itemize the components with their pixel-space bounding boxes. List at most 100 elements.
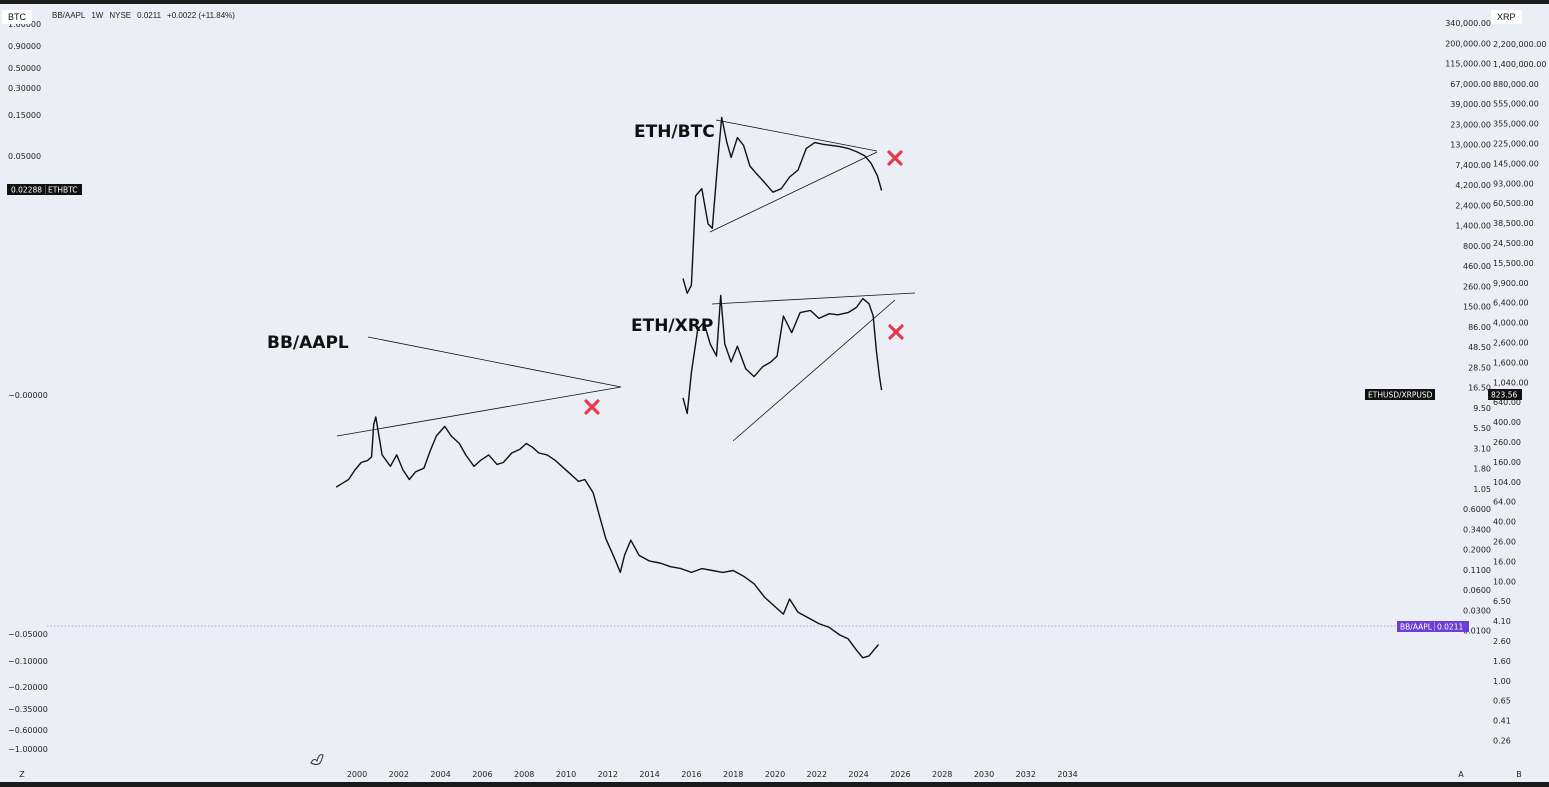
symbol-exchange: NYSE — [109, 11, 132, 20]
right-scale-1-label: 2,400.00 — [1455, 201, 1491, 210]
x-axis-label: 2032 — [1016, 770, 1036, 779]
left-scale-label: 0.05000 — [8, 152, 41, 161]
right-scale-2-label: 1.60 — [1493, 657, 1511, 666]
ethxrp-line[interactable] — [682, 294, 883, 415]
ethxrp-value-tag-label: 823.56 — [1491, 391, 1517, 400]
bbaapl-lower-trendline[interactable] — [336, 386, 622, 437]
x-axis-label: 2020 — [765, 770, 785, 779]
right-scale-2-label: 0.41 — [1493, 717, 1511, 726]
ethbtc-price-tag-value: 0.02288 — [11, 186, 42, 195]
bbaapl-annotation: BB/AAPL — [267, 333, 349, 353]
bbaapl-price-tag[interactable] — [1397, 621, 1469, 632]
left-scale-label: −0.60000 — [8, 726, 48, 735]
symbol-interval: 1W — [91, 11, 104, 20]
right-scale-2-label: 640.00 — [1493, 398, 1521, 407]
chart-frame: 1.60000 0.90000 0.50000 0.30000 0.15000 0.050… — [0, 4, 1549, 782]
right-scale-1-label: 0.1100 — [1463, 566, 1491, 575]
ethbtc-price-tag[interactable] — [7, 184, 82, 195]
right-scale-2-label: 10.00 — [1493, 577, 1516, 586]
right-scale-2-label: 260.00 — [1493, 438, 1521, 447]
x-axis-label: 2022 — [807, 770, 827, 779]
axis-corner-auto: A — [1458, 770, 1464, 779]
axis-corner-left: Z — [19, 770, 25, 779]
x-axis-label: 2014 — [639, 770, 659, 779]
ethxrp-upper-trendline[interactable] — [711, 292, 916, 305]
right-scale-2-label: 93,000.00 — [1493, 179, 1534, 188]
right-scale-2-label: 104.00 — [1493, 478, 1521, 487]
x-axis-label: 2034 — [1057, 770, 1077, 779]
ethxrp-cross-icon — [888, 324, 904, 340]
right-scale-1-label: 23,000.00 — [1450, 120, 1491, 129]
ethxrp-name-tag-label: ETHUSD/XRPUSD — [1368, 391, 1433, 400]
cross-stroke — [887, 150, 903, 166]
left-scale-label: 0.90000 — [8, 42, 41, 51]
left-scale-label: 1.60000 — [8, 20, 41, 29]
right-scale-1-label: 1.80 — [1473, 465, 1491, 474]
x-axis-label: 2024 — [848, 770, 868, 779]
left-scale-label: −0.00000 — [8, 391, 48, 400]
right-scale-2-label: 9,900.00 — [1493, 279, 1529, 288]
right-scale-1-label: 260.00 — [1463, 282, 1491, 291]
right-scale-1-label: 800.00 — [1463, 242, 1491, 251]
right-scale-1-label: 340,000.00 — [1445, 19, 1491, 28]
bbaapl-price-tag-name: BB/AAPL — [1400, 623, 1433, 632]
left-scale-label: 0.30000 — [8, 84, 41, 93]
right-scale-2-label: 6,400.00 — [1493, 299, 1529, 308]
bbaapl-line[interactable] — [335, 416, 880, 659]
ethxrp-annotation: ETH/XRP — [631, 316, 713, 336]
x-axis-label: 2016 — [681, 770, 701, 779]
left-scale-label: −0.05000 — [8, 630, 48, 639]
right-scale-1-label: 1.05 — [1473, 485, 1491, 494]
ethxrp-lower-trendline[interactable] — [732, 299, 896, 442]
x-axis-label: 2004 — [430, 770, 450, 779]
right-scale-2-label: 64.00 — [1493, 498, 1516, 507]
right-scale-2-label: 2.60 — [1493, 637, 1511, 646]
right-scale-2-label: 15,500.00 — [1493, 259, 1534, 268]
symbol-info-legend[interactable]: BB/AAPL 1W NYSE 0.0211 +0.0022 (+11.84%) — [52, 11, 241, 20]
ethxrp-name-tag[interactable] — [1365, 389, 1435, 400]
right-scale-2-label: 26.00 — [1493, 538, 1516, 547]
left-scale-label: −0.35000 — [8, 705, 48, 714]
right-scale-2-label: 355,000.00 — [1493, 120, 1539, 129]
right-scale-2-label: 0.65 — [1493, 697, 1511, 706]
right-scale-2-label: 1,040.00 — [1493, 378, 1529, 387]
right-scale-1-label: 5.50 — [1473, 424, 1491, 433]
right-scale-1-label: 28.50 — [1468, 363, 1491, 372]
bbaapl-cross-icon — [584, 399, 600, 415]
right-scale-2-label: 0.26 — [1493, 737, 1511, 746]
bottom-window-edge — [0, 782, 1549, 787]
right-scale-1-label: 115,000.00 — [1445, 60, 1491, 69]
right-scale-symbol-badge[interactable]: XRP — [1491, 10, 1522, 24]
right-scale-1-label: 200,000.00 — [1445, 39, 1491, 48]
left-scale-label: −1.00000 — [8, 745, 48, 754]
cross-stroke — [584, 399, 600, 415]
ethbtc-price-tag-name: ETHBTC — [48, 186, 77, 195]
right-scale-2-label: 4.10 — [1493, 617, 1511, 626]
left-scale-label: 0.50000 — [8, 64, 41, 73]
bbaapl-upper-trendline[interactable] — [367, 336, 622, 388]
right-scale-2-label: 40.00 — [1493, 518, 1516, 527]
right-scale-2-label: 4,000.00 — [1493, 319, 1529, 328]
right-scale-2-label: 60,500.00 — [1493, 199, 1534, 208]
tradingview-logo-icon — [310, 754, 324, 765]
right-scale-2-label: 1.00 — [1493, 677, 1511, 686]
right-scale-1-label: 9.50 — [1473, 404, 1491, 413]
x-axis-label: 2026 — [890, 770, 910, 779]
ethxrp-value-tag[interactable] — [1488, 389, 1522, 400]
right-scale-2-label: 38,500.00 — [1493, 219, 1534, 228]
ethbtc-lower-trendline[interactable] — [709, 151, 878, 233]
x-axis-label: 2006 — [472, 770, 492, 779]
x-axis-label: 2000 — [347, 770, 367, 779]
ethbtc-line[interactable] — [682, 116, 883, 294]
top-window-edge — [0, 0, 1549, 4]
x-axis-label: 2002 — [389, 770, 409, 779]
right-scale-1-label: 0.0300 — [1463, 606, 1491, 615]
axis-corner-log: B — [1516, 770, 1522, 779]
right-scale-2-label: 1,600.00 — [1493, 358, 1529, 367]
right-scale-2-label: 145,000.00 — [1493, 159, 1539, 168]
left-scale-symbol-badge[interactable]: BTC — [2, 10, 32, 24]
right-scale-1-label: 86.00 — [1468, 323, 1491, 332]
left-scale-label: 0.15000 — [8, 111, 41, 120]
ethbtc-upper-trendline[interactable] — [715, 119, 878, 152]
right-scale-1-label: 13,000.00 — [1450, 141, 1491, 150]
